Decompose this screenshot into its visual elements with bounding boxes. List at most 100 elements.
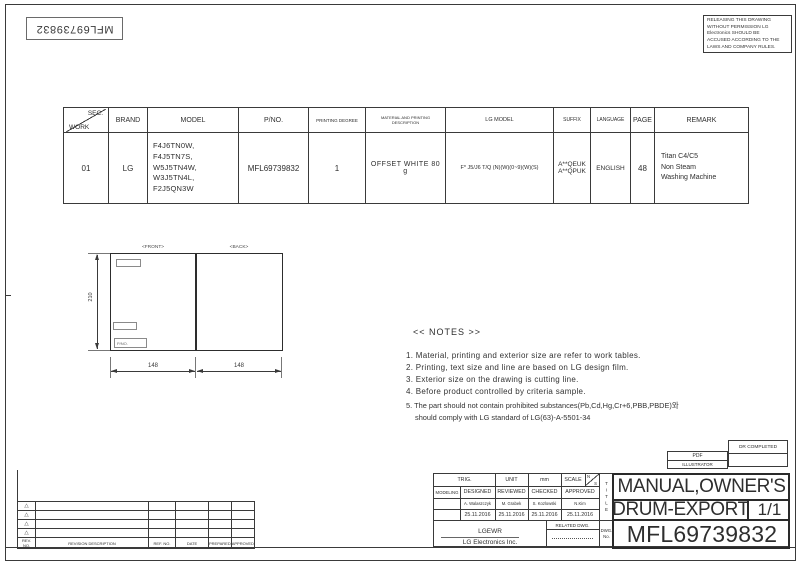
frame-center-tick	[5, 295, 11, 296]
arrowhead-right2-icon	[275, 369, 281, 373]
rev-no-header: REV. NO.	[17, 537, 36, 549]
approved-header: APPROVED	[230, 537, 255, 549]
text-placeholder-rect	[113, 322, 137, 330]
lg-model-value: F* J5/J6 T/Q (N)(W)(0~9)(W)(S)	[445, 132, 554, 204]
work-header: WORK	[69, 123, 90, 131]
scale-ns-cell: N S	[585, 474, 599, 486]
sec-header: SEC.	[87, 109, 103, 117]
dwg-number: MFL69739832	[626, 521, 778, 547]
rotated-doc-number-box: MFL69739832	[26, 17, 123, 40]
scale-s: S	[594, 481, 597, 486]
date-designed: 25.11.2016	[464, 511, 491, 518]
dwg-no-label: DWG. No.	[600, 527, 613, 539]
title-block: TRIG. UNIT mm SCALE N S MODELING DESIGNE…	[433, 473, 790, 549]
revision-triangle-icon: △	[17, 501, 36, 511]
printing-degree-header: PRINTING DEGREE	[308, 107, 366, 133]
logo-placeholder-rect	[116, 259, 141, 267]
extension-line-middle	[195, 357, 196, 378]
tb-line	[434, 498, 599, 499]
lg-model-header: LG MODEL	[445, 107, 554, 133]
revision-triangle-icon: △	[17, 528, 36, 538]
pdf-illustrator-box: PDF ILLUSTRATOR	[667, 451, 728, 469]
role-modeling: MODELING	[435, 489, 459, 495]
title-vertical-label: TITLE	[604, 480, 609, 514]
revision-description-header: REVISION DESCRIPTION	[35, 537, 149, 549]
material-header: MATERIAL AND PRINTING DESCRIPTION	[365, 107, 446, 133]
revision-row: △	[17, 510, 255, 520]
unit-label: UNIT	[505, 477, 518, 483]
work-table-data-row: 01 LG F4J6TN0W, F4J5TN7S, W5J5TN4W, W3J5…	[63, 132, 749, 204]
role-approved: APPROVED	[565, 489, 595, 495]
tb-thick-line	[614, 499, 790, 501]
date-header: DATE	[175, 537, 209, 549]
rotated-doc-number: MFL69739832	[35, 22, 114, 35]
prepared-header: PREPARED	[208, 537, 232, 549]
arrowhead-left2-icon	[197, 369, 203, 373]
pno-placeholder-box: P/NO.	[114, 338, 147, 348]
scale-n: N	[587, 474, 591, 479]
tb-line	[434, 486, 599, 487]
brand-header: BRAND	[108, 107, 148, 133]
tb-line	[528, 474, 529, 520]
arrowhead-down-icon	[95, 343, 99, 349]
suffix-value: A**QEUK A**QPUK	[553, 132, 591, 204]
extension-line-left	[110, 357, 111, 378]
tb-line	[546, 520, 547, 548]
drawing-frame	[5, 4, 796, 561]
trig-label: TRIG.	[457, 477, 472, 483]
back-width-dimension-label: 148	[233, 363, 244, 369]
dimension-line-vertical	[97, 255, 98, 349]
note-2: 2. Printing, text size and line are base…	[406, 363, 629, 372]
extension-line-top	[88, 253, 110, 254]
note-3: 3. Exterior size on the drawing is cutti…	[406, 375, 579, 384]
tb-thick-line	[614, 519, 790, 521]
tb-line	[599, 474, 600, 548]
signer-checked: S. Kozlowski	[532, 501, 557, 506]
release-notice: RELEASING THIS DRAWING WITHOUT PERMISSIO…	[703, 15, 792, 53]
page-value: 48	[630, 132, 655, 204]
title-line1: MANUAL,OWNER'S	[617, 476, 786, 497]
brand-value: LG	[108, 132, 148, 204]
tb-line	[434, 509, 599, 510]
company-name: LG Electronics Inc.	[462, 539, 518, 546]
booklet-center-fold-line	[195, 253, 197, 351]
booklet-outline	[110, 253, 283, 351]
unit-value: mm	[540, 477, 549, 483]
front-width-dimension-label: 148	[147, 363, 158, 369]
work-table: SEC. WORK BRAND MODEL P/NO. PRINTING DEG…	[63, 107, 749, 204]
arrowhead-left-icon	[111, 369, 117, 373]
related-dwg-label: RELATED DWG.	[555, 522, 590, 528]
note-1: 1. Material, printing and exterior size …	[406, 351, 641, 360]
work-table-header-row: SEC. WORK BRAND MODEL P/NO. PRINTING DEG…	[63, 107, 749, 133]
scale-label: SCALE	[564, 477, 582, 483]
company-code: LGEWR	[478, 527, 502, 535]
pno-value: MFL69739832	[238, 132, 309, 204]
pno-header: P/NO.	[238, 107, 309, 133]
date-reviewed: 25.11.2016	[498, 511, 525, 518]
revision-extension-line	[17, 470, 18, 501]
model-header: MODEL	[147, 107, 239, 133]
remark-header: REMARK	[653, 107, 749, 133]
material-value: OFFSET WHITE 80 g	[365, 132, 446, 204]
ref-no-header: REF. NO.	[148, 537, 176, 549]
date-approved: 25.11.2016	[566, 511, 594, 518]
dimension-line-back-width	[197, 371, 281, 372]
revision-row: △	[17, 519, 255, 529]
diagonal-divider: SEC. WORK	[66, 108, 106, 132]
revision-table: △ △ △ △ REV. NO. REVISION DESCRIPTION RE…	[17, 501, 255, 549]
title-line2: DRUM-EXPORT	[612, 499, 749, 520]
tb-line	[460, 486, 461, 520]
related-dwg-dotted-line	[552, 538, 593, 539]
company-underline	[441, 537, 519, 538]
dr-completed-box: DR COMPLETED	[728, 440, 788, 454]
pdf-label: PDF	[668, 452, 727, 461]
arrowhead-right-icon	[189, 369, 195, 373]
back-page-label: <BACK>	[229, 245, 249, 250]
revision-row: △	[17, 528, 255, 538]
notes-title: << NOTES >>	[413, 327, 482, 337]
language-value: ENGLISH	[590, 132, 631, 204]
extension-line-right	[281, 357, 282, 378]
dimension-line-front-width	[111, 371, 195, 372]
tb-line	[495, 474, 496, 520]
height-dimension-label: 210	[88, 292, 94, 302]
